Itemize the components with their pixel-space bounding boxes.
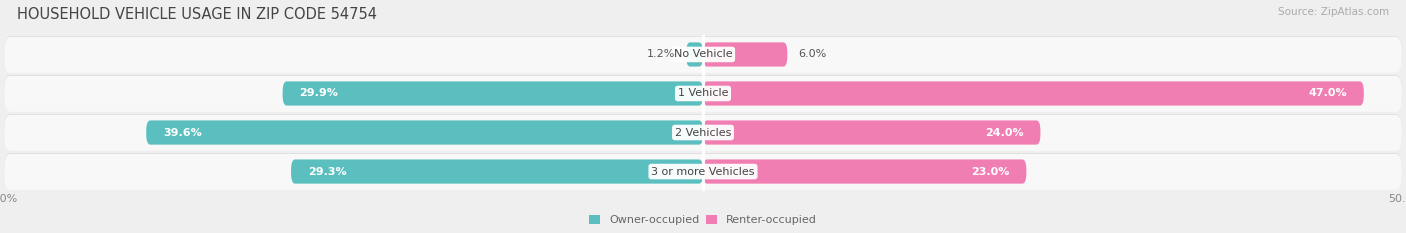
FancyBboxPatch shape [686, 42, 703, 67]
Text: 24.0%: 24.0% [986, 127, 1024, 137]
Text: 6.0%: 6.0% [799, 49, 827, 59]
FancyBboxPatch shape [283, 81, 703, 106]
Text: 1 Vehicle: 1 Vehicle [678, 89, 728, 99]
FancyBboxPatch shape [4, 154, 1402, 190]
Legend: Owner-occupied, Renter-occupied: Owner-occupied, Renter-occupied [589, 215, 817, 225]
Text: 23.0%: 23.0% [972, 167, 1010, 177]
Text: 29.9%: 29.9% [299, 89, 339, 99]
Text: HOUSEHOLD VEHICLE USAGE IN ZIP CODE 54754: HOUSEHOLD VEHICLE USAGE IN ZIP CODE 5475… [17, 7, 377, 22]
FancyBboxPatch shape [146, 120, 703, 145]
Text: 3 or more Vehicles: 3 or more Vehicles [651, 167, 755, 177]
FancyBboxPatch shape [4, 37, 1402, 73]
FancyBboxPatch shape [4, 76, 1402, 112]
FancyBboxPatch shape [703, 42, 787, 67]
Text: No Vehicle: No Vehicle [673, 49, 733, 59]
FancyBboxPatch shape [291, 159, 703, 184]
Text: 47.0%: 47.0% [1309, 89, 1347, 99]
FancyBboxPatch shape [4, 115, 1402, 151]
FancyBboxPatch shape [703, 120, 1040, 145]
FancyBboxPatch shape [4, 75, 1402, 111]
FancyBboxPatch shape [703, 159, 1026, 184]
FancyBboxPatch shape [4, 153, 1402, 189]
Text: 2 Vehicles: 2 Vehicles [675, 127, 731, 137]
FancyBboxPatch shape [4, 114, 1402, 150]
Text: 1.2%: 1.2% [647, 49, 675, 59]
Text: 29.3%: 29.3% [308, 167, 346, 177]
Text: Source: ZipAtlas.com: Source: ZipAtlas.com [1278, 7, 1389, 17]
Text: 39.6%: 39.6% [163, 127, 202, 137]
FancyBboxPatch shape [703, 81, 1364, 106]
FancyBboxPatch shape [4, 36, 1402, 72]
